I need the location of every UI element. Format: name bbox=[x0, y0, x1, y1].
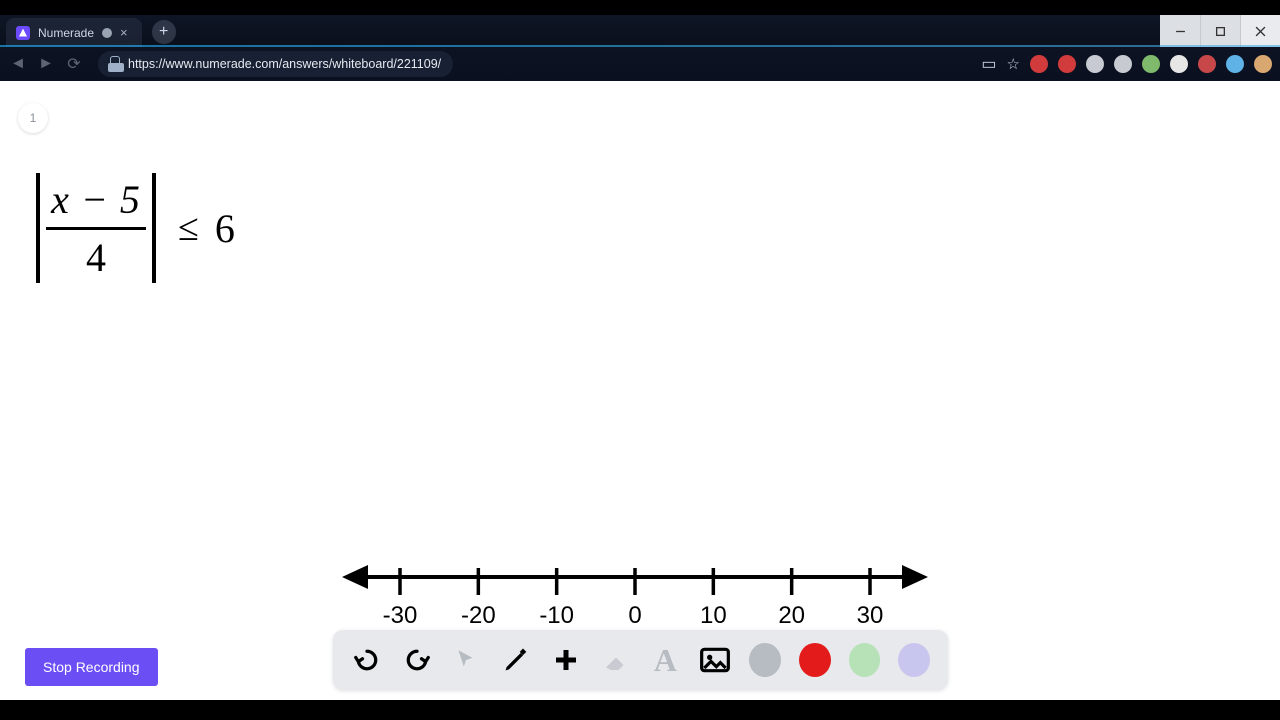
tab-audio-icon[interactable] bbox=[102, 28, 112, 38]
window-maximize-button[interactable] bbox=[1200, 15, 1240, 47]
pen-tool-button[interactable] bbox=[500, 643, 532, 677]
bookmark-star-icon[interactable]: ☆ bbox=[1007, 55, 1020, 73]
extension-icon-1[interactable] bbox=[1030, 55, 1048, 73]
browser-tab[interactable]: Numerade × bbox=[6, 18, 142, 47]
nav-reload-icon[interactable]: ⟳ bbox=[64, 54, 84, 74]
image-tool-button[interactable] bbox=[699, 643, 731, 677]
equation-rhs: 6 bbox=[215, 205, 235, 252]
fraction-bar-icon bbox=[46, 227, 146, 230]
page-number: 1 bbox=[30, 111, 37, 125]
color-red-button[interactable] bbox=[799, 643, 831, 677]
add-tool-button[interactable] bbox=[550, 643, 582, 677]
cast-icon[interactable]: ▭ bbox=[981, 54, 996, 74]
extension-icon-8[interactable] bbox=[1226, 55, 1244, 73]
url-text: https://www.numerade.com/answers/whitebo… bbox=[128, 57, 441, 71]
stop-recording-label: Stop Recording bbox=[43, 659, 140, 675]
tab-close-icon[interactable]: × bbox=[120, 25, 128, 40]
window-controls bbox=[1160, 15, 1280, 47]
letterbox-bottom bbox=[0, 700, 1280, 720]
nav-forward-icon[interactable]: ► bbox=[36, 54, 56, 74]
window-close-button[interactable] bbox=[1240, 15, 1280, 47]
letterbox-top bbox=[0, 0, 1280, 15]
number-line-tick-label: 10 bbox=[700, 602, 727, 629]
whiteboard-canvas[interactable]: 1 x − 5 4 ≤ 6 -30 -20 -10 0 10 20 30 bbox=[0, 81, 1280, 700]
new-tab-button[interactable]: + bbox=[152, 20, 176, 44]
stop-recording-button[interactable]: Stop Recording bbox=[25, 648, 158, 686]
absolute-value: x − 5 4 bbox=[30, 173, 162, 283]
eraser-tool-button[interactable] bbox=[600, 643, 632, 677]
pointer-tool-button[interactable] bbox=[450, 643, 482, 677]
fraction-denominator: 4 bbox=[86, 234, 106, 281]
window-minimize-button[interactable] bbox=[1160, 15, 1200, 47]
number-line-tick-label: -10 bbox=[539, 602, 574, 629]
browser-address-bar: ◄ ► ⟳ https://www.numerade.com/answers/w… bbox=[0, 47, 1280, 81]
relation-symbol: ≤ bbox=[178, 206, 199, 250]
extension-icon-4[interactable] bbox=[1114, 55, 1132, 73]
tab-title: Numerade bbox=[38, 26, 94, 40]
color-gray-button[interactable] bbox=[749, 643, 781, 677]
abs-bar-left-icon bbox=[36, 173, 40, 283]
redo-button[interactable] bbox=[401, 643, 433, 677]
number-line-svg: -30 -20 -10 0 10 20 30 bbox=[340, 551, 930, 641]
url-field[interactable]: https://www.numerade.com/answers/whitebo… bbox=[98, 51, 453, 77]
color-green-button[interactable] bbox=[849, 643, 881, 677]
text-tool-button[interactable]: A bbox=[649, 643, 681, 677]
lock-icon bbox=[110, 56, 120, 68]
fraction: x − 5 4 bbox=[46, 176, 146, 281]
abs-bar-right-icon bbox=[152, 173, 156, 283]
number-line-tick-label: 20 bbox=[778, 602, 805, 629]
extension-icon-5[interactable] bbox=[1142, 55, 1160, 73]
page-number-badge[interactable]: 1 bbox=[18, 103, 48, 133]
extension-icon-3[interactable] bbox=[1086, 55, 1104, 73]
number-line-tick-label: 30 bbox=[857, 602, 884, 629]
extensions-row: ▭ ☆ bbox=[981, 54, 1272, 74]
number-line-tick-label: -30 bbox=[383, 602, 418, 629]
fraction-numerator: x − 5 bbox=[51, 176, 141, 223]
color-purple-button[interactable] bbox=[898, 643, 930, 677]
equation: x − 5 4 ≤ 6 bbox=[30, 173, 235, 283]
nav-back-icon[interactable]: ◄ bbox=[8, 54, 28, 74]
extension-icon-7[interactable] bbox=[1198, 55, 1216, 73]
extension-icon-2[interactable] bbox=[1058, 55, 1076, 73]
undo-button[interactable] bbox=[351, 643, 383, 677]
extension-icon-6[interactable] bbox=[1170, 55, 1188, 73]
whiteboard-toolbar: A bbox=[333, 630, 948, 690]
tab-favicon-icon bbox=[16, 26, 30, 40]
extension-avatar-icon[interactable] bbox=[1254, 55, 1272, 73]
number-line-tick-label: -20 bbox=[461, 602, 496, 629]
number-line-tick-label: 0 bbox=[628, 602, 641, 629]
browser-titlebar: Numerade × + bbox=[0, 15, 1280, 47]
